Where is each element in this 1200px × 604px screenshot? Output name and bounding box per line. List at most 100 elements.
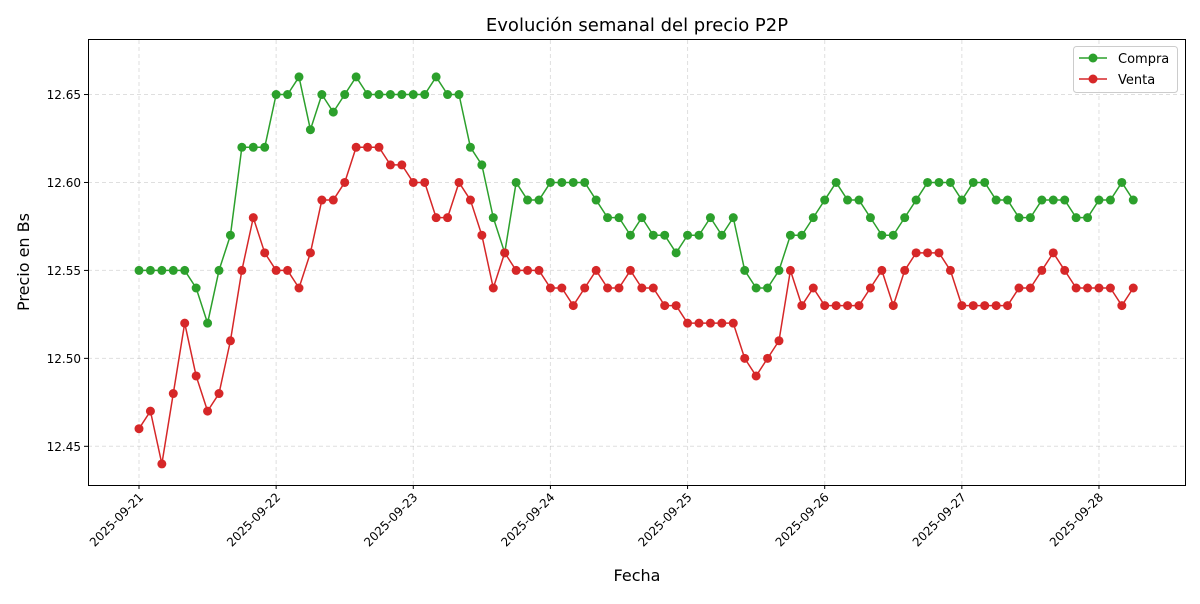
data-point-compra: [271, 90, 281, 100]
data-point-venta: [443, 213, 453, 223]
series-line-compra: [139, 76, 1134, 324]
data-point-compra: [637, 213, 647, 223]
data-point-venta: [374, 142, 384, 152]
data-point-venta: [945, 265, 955, 275]
data-point-venta: [751, 371, 761, 381]
data-point-compra: [1105, 195, 1115, 205]
data-point-venta: [683, 318, 693, 328]
data-point-compra: [1128, 195, 1138, 205]
data-point-venta: [203, 406, 213, 416]
data-point-compra: [751, 283, 761, 293]
data-point-compra: [603, 213, 613, 223]
data-point-venta: [671, 301, 681, 311]
data-point-venta: [351, 142, 361, 152]
data-point-venta: [397, 160, 407, 170]
data-point-venta: [283, 265, 293, 275]
data-point-compra: [374, 90, 384, 100]
data-point-compra: [740, 265, 750, 275]
data-point-compra: [237, 142, 247, 152]
data-point-venta: [1025, 283, 1035, 293]
y-tick-label: 12.65: [47, 88, 81, 102]
data-point-venta: [968, 301, 978, 311]
data-point-compra: [203, 318, 213, 328]
data-point-venta: [328, 195, 338, 205]
data-point-compra: [797, 230, 807, 240]
data-point-venta: [980, 301, 990, 311]
data-point-venta: [1003, 301, 1013, 311]
data-point-compra: [923, 177, 933, 187]
data-point-compra: [877, 230, 887, 240]
data-point-compra: [1117, 177, 1127, 187]
data-point-venta: [1094, 283, 1104, 293]
legend-compra-label: Compra: [1118, 52, 1169, 67]
data-point-venta: [260, 248, 270, 258]
data-point-venta: [900, 265, 910, 275]
data-point-venta: [340, 177, 350, 187]
data-point-compra: [763, 283, 773, 293]
data-point-venta: [888, 301, 898, 311]
data-point-venta: [134, 424, 144, 434]
data-point-compra: [1025, 213, 1035, 223]
data-point-compra: [465, 142, 475, 152]
data-point-venta: [1083, 283, 1093, 293]
data-point-compra: [214, 265, 224, 275]
series-compra: [134, 72, 1138, 328]
data-point-compra: [1071, 213, 1081, 223]
data-point-compra: [511, 177, 521, 187]
legend-compra-marker: [1088, 53, 1098, 63]
data-point-venta: [717, 318, 727, 328]
data-point-venta: [763, 353, 773, 363]
data-point-compra: [683, 230, 693, 240]
data-point-venta: [797, 301, 807, 311]
data-point-venta: [1117, 301, 1127, 311]
data-point-compra: [1094, 195, 1104, 205]
data-point-compra: [1060, 195, 1070, 205]
data-point-venta: [694, 318, 704, 328]
data-point-compra: [420, 90, 430, 100]
data-point-compra: [957, 195, 967, 205]
y-tick-label: 12.55: [47, 264, 81, 278]
data-point-compra: [854, 195, 864, 205]
data-point-compra: [888, 230, 898, 240]
data-point-compra: [523, 195, 533, 205]
data-point-venta: [180, 318, 190, 328]
data-point-venta: [877, 265, 887, 275]
data-point-compra: [443, 90, 453, 100]
data-point-venta: [957, 301, 967, 311]
data-point-venta: [225, 336, 235, 346]
y-tick-label: 12.45: [47, 440, 81, 454]
data-point-compra: [351, 72, 361, 82]
y-tick-label: 12.50: [47, 352, 81, 366]
data-point-compra: [534, 195, 544, 205]
data-point-compra: [1083, 213, 1093, 223]
data-point-compra: [1003, 195, 1013, 205]
data-point-compra: [328, 107, 338, 117]
data-point-venta: [534, 265, 544, 275]
legend-venta-marker: [1088, 74, 1098, 84]
data-point-venta: [1014, 283, 1024, 293]
data-point-venta: [820, 301, 830, 311]
data-point-compra: [477, 160, 487, 170]
data-point-venta: [637, 283, 647, 293]
data-point-venta: [934, 248, 944, 258]
data-point-compra: [294, 72, 304, 82]
data-point-compra: [900, 213, 910, 223]
data-point-compra: [728, 213, 738, 223]
data-point-compra: [945, 177, 955, 187]
data-point-venta: [305, 248, 315, 258]
data-point-compra: [191, 283, 201, 293]
data-point-venta: [854, 301, 864, 311]
data-point-compra: [488, 213, 498, 223]
data-point-venta: [237, 265, 247, 275]
data-point-compra: [865, 213, 875, 223]
data-point-venta: [740, 353, 750, 363]
data-point-venta: [911, 248, 921, 258]
data-point-venta: [808, 283, 818, 293]
data-point-compra: [1014, 213, 1024, 223]
data-point-compra: [694, 230, 704, 240]
data-point-venta: [1128, 283, 1138, 293]
data-point-compra: [545, 177, 555, 187]
data-point-venta: [660, 301, 670, 311]
data-point-venta: [523, 265, 533, 275]
data-point-venta: [271, 265, 281, 275]
